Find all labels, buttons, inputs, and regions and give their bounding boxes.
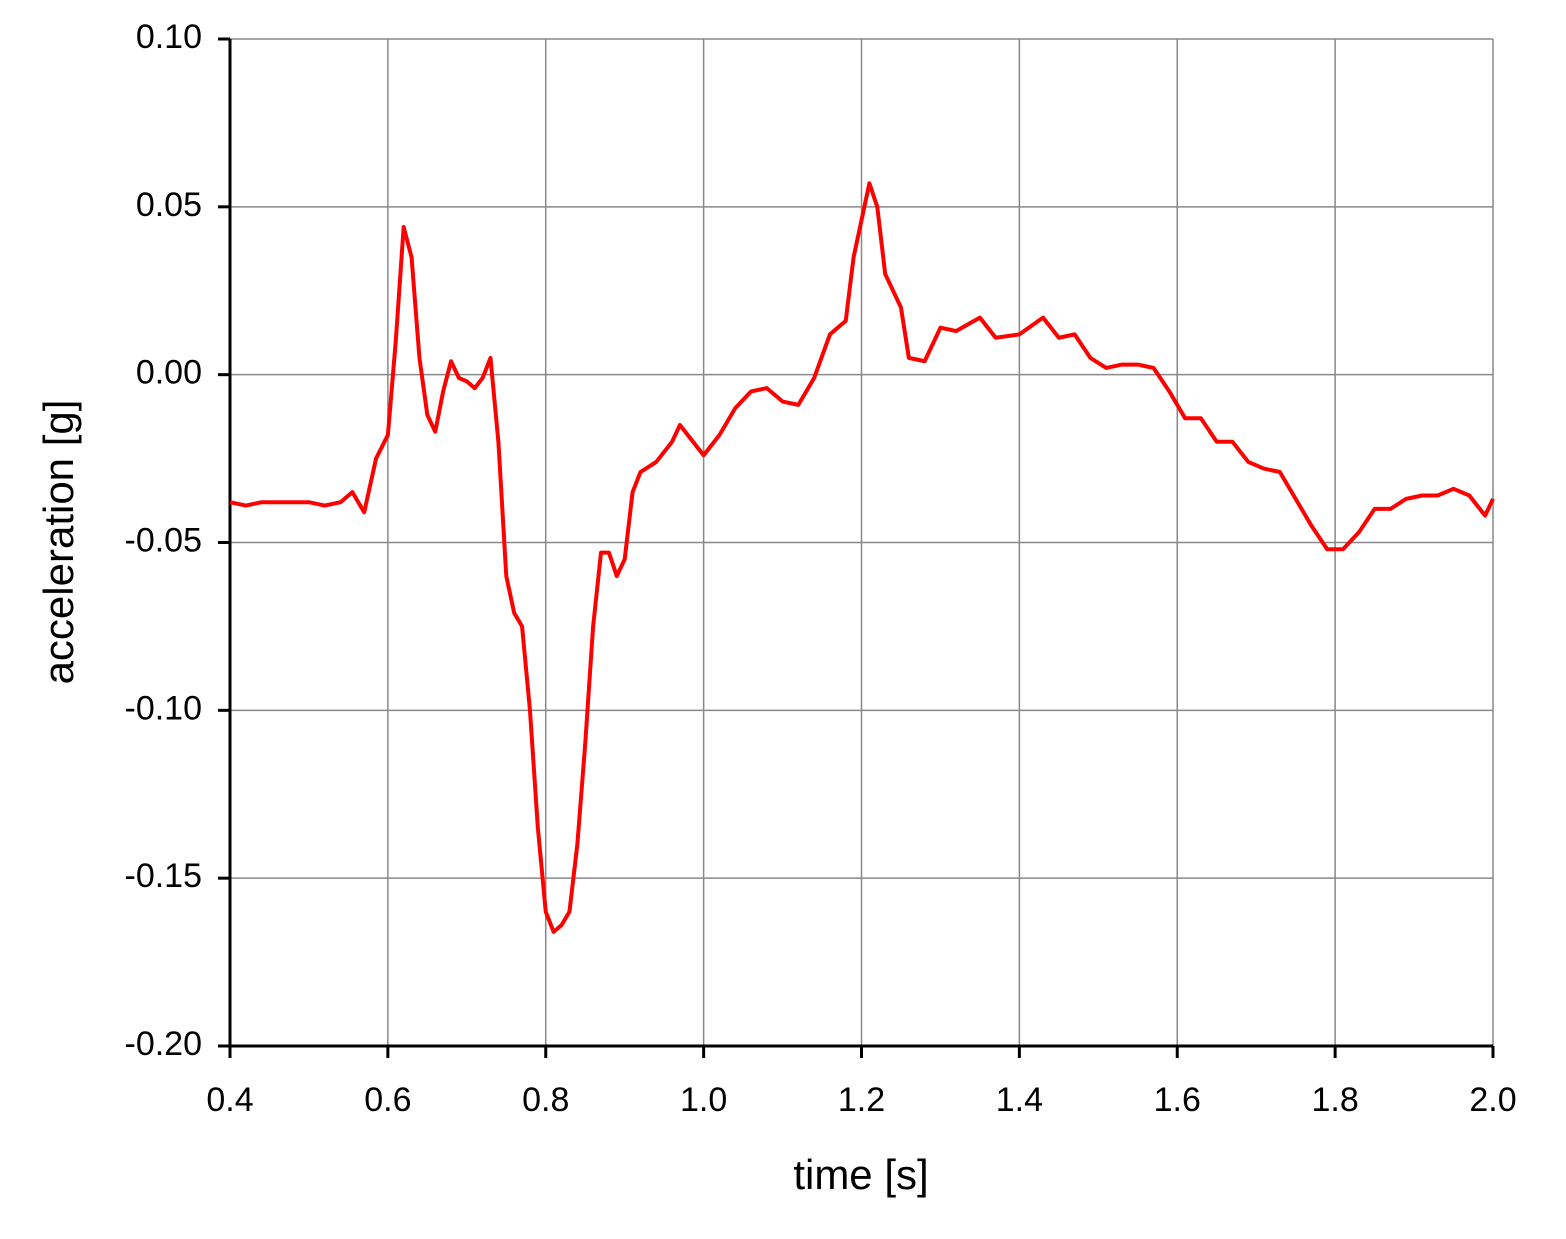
x-tick-label: 1.4: [996, 1081, 1043, 1119]
y-tick-label: 0.05: [136, 186, 202, 224]
y-tick-label: 0.10: [136, 18, 202, 56]
y-axis-title: acceleration [g]: [35, 400, 82, 685]
x-tick-label: 2.0: [1469, 1081, 1516, 1119]
x-tick-label: 1.8: [1311, 1081, 1358, 1119]
x-tick-label: 0.4: [206, 1081, 253, 1119]
y-tick-label: -0.15: [125, 857, 203, 895]
x-tick-label: 0.6: [364, 1081, 411, 1119]
x-tick-label: 0.8: [522, 1081, 569, 1119]
y-tick-label: -0.05: [125, 521, 203, 559]
x-tick-label: 1.6: [1154, 1081, 1201, 1119]
data-line: [229, 181, 1495, 934]
x-tick-label: 1.2: [838, 1081, 885, 1119]
x-tick-label: 1.0: [680, 1081, 727, 1119]
y-tick-label: -0.20: [125, 1025, 203, 1063]
y-tick-label: 0.00: [136, 354, 202, 392]
y-tick-label: -0.10: [125, 689, 203, 727]
x-axis-title: time [s]: [793, 1151, 928, 1198]
